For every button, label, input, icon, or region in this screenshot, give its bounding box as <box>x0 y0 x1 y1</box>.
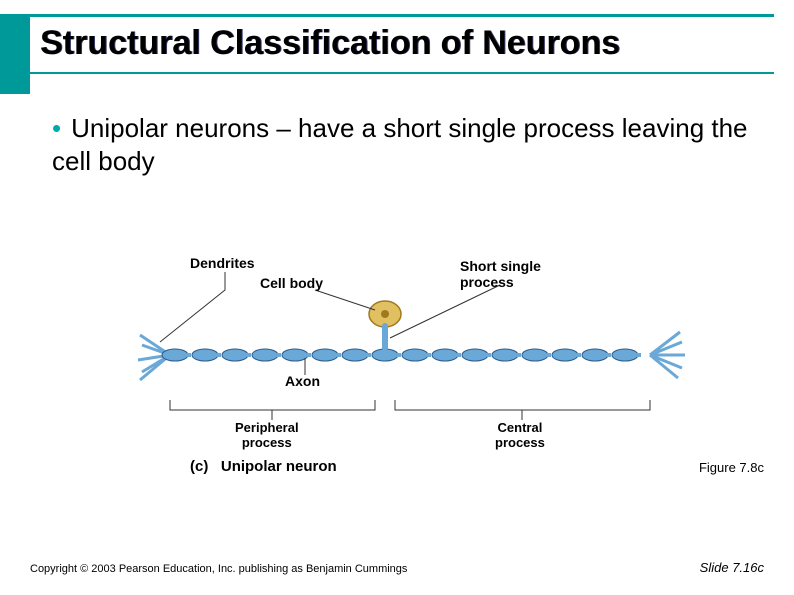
under-title-rule <box>30 72 774 74</box>
label-central-process: Central process <box>495 420 545 450</box>
axon-terminal <box>650 332 685 378</box>
label-axon: Axon <box>285 373 320 389</box>
left-accent-bar <box>0 14 30 94</box>
figure-caption: (c) Unipolar neuron <box>190 458 337 475</box>
cell-body <box>369 301 401 348</box>
neuron-figure: Dendrites Cell body Short single process… <box>130 260 690 470</box>
figure-reference: Figure 7.8c <box>699 460 764 475</box>
slide-title: Structural Classification of Neurons <box>40 24 620 63</box>
leader-lines <box>160 272 650 420</box>
label-peripheral-process: Peripheral process <box>235 420 299 450</box>
copyright-text: Copyright © 2003 Pearson Education, Inc.… <box>30 563 407 575</box>
axon <box>162 349 641 361</box>
label-short-single-process: Short single process <box>460 258 541 290</box>
neuron-svg <box>130 260 690 470</box>
figure-caption-prefix: (c) <box>190 458 208 475</box>
slide: Structural Classification of Neurons •Un… <box>0 0 794 595</box>
body-text: •Unipolar neurons – have a short single … <box>52 112 754 177</box>
figure-caption-main: Unipolar neuron <box>221 458 337 475</box>
bullet-icon: • <box>52 113 61 143</box>
slide-reference: Slide 7.16c <box>700 560 764 575</box>
label-cell-body: Cell body <box>260 275 323 291</box>
label-dendrites: Dendrites <box>190 255 255 271</box>
bullet-text: Unipolar neurons – have a short single p… <box>52 113 748 176</box>
top-rule <box>30 14 774 17</box>
